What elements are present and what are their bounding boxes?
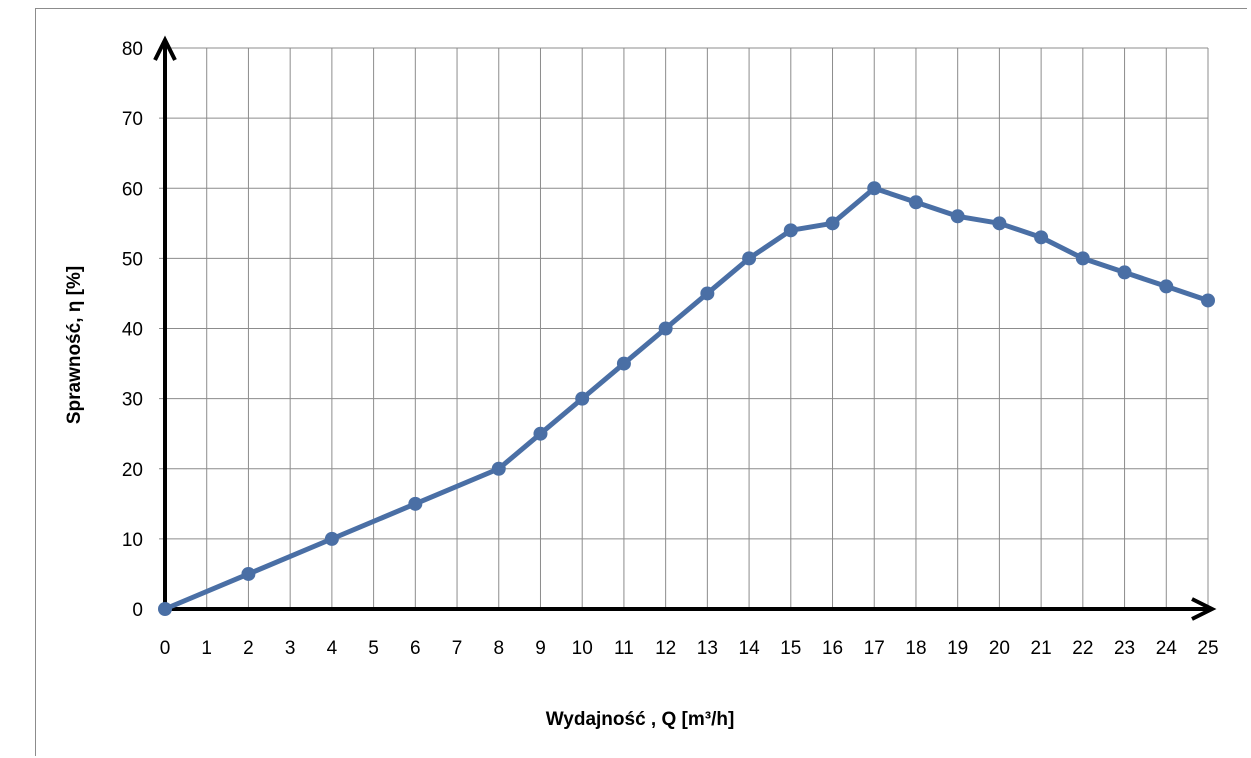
- x-tick-label: 17: [864, 638, 885, 659]
- x-tick-label: 13: [697, 638, 718, 659]
- y-tick-label: 40: [122, 320, 143, 341]
- y-tick-label: 60: [122, 179, 143, 200]
- data-point: [700, 286, 715, 301]
- x-tick-label: 22: [1072, 638, 1093, 659]
- data-point: [324, 531, 339, 546]
- grid: [159, 47, 1209, 610]
- data-point: [1034, 230, 1049, 245]
- x-tick-label: 2: [243, 638, 254, 659]
- chart-frame: [35, 8, 1247, 756]
- x-tick-label: 15: [780, 638, 801, 659]
- y-tick-label: 10: [122, 530, 143, 551]
- x-tick-label: 6: [410, 638, 421, 659]
- series-group: [158, 181, 1215, 616]
- x-tick-label: 18: [905, 638, 926, 659]
- data-point: [491, 461, 506, 476]
- x-axis-title: Wydajność , Q [m³/h]: [546, 709, 735, 730]
- y-tick-label: 80: [122, 39, 143, 60]
- data-point: [408, 496, 423, 511]
- data-point: [908, 195, 923, 210]
- data-point: [950, 209, 965, 224]
- series-line: [162, 185, 1211, 612]
- x-tick-label: 10: [572, 638, 593, 659]
- data-point: [575, 391, 590, 406]
- x-tick-label: 9: [535, 638, 546, 659]
- x-tick-label: 8: [493, 638, 504, 659]
- y-tick-label: 30: [122, 390, 143, 411]
- x-tick-label: 14: [739, 638, 761, 659]
- data-point: [742, 251, 757, 266]
- x-tick-label: 24: [1156, 638, 1178, 659]
- y-axis-title: Sprawność, η [%]: [64, 266, 85, 424]
- data-point: [658, 321, 673, 336]
- y-tick-label: 0: [132, 600, 143, 621]
- data-point: [241, 566, 256, 581]
- x-tick-label: 25: [1197, 638, 1218, 659]
- x-tick-label: 3: [285, 638, 296, 659]
- data-point: [533, 426, 548, 441]
- data-point: [1117, 265, 1132, 280]
- x-tick-label: 5: [368, 638, 379, 659]
- x-tick-label: 0: [160, 638, 171, 659]
- x-tick-label: 12: [655, 638, 676, 659]
- data-point: [825, 216, 840, 231]
- data-point: [1159, 279, 1174, 294]
- data-point: [616, 356, 631, 371]
- x-tick-label: 23: [1114, 638, 1135, 659]
- y-axis-arrow: [153, 35, 177, 61]
- data-point: [158, 602, 172, 616]
- axes: [153, 35, 1217, 621]
- x-tick-label: 20: [989, 638, 1010, 659]
- data-point: [992, 216, 1007, 231]
- data-point: [867, 181, 882, 196]
- x-axis-ticks: 0 1 2 3 4 5 6 7 8 9 10 11 12 13 14 15 16 17 18 19 20 21 22 23 24…: [160, 638, 1219, 659]
- x-tick-label: 7: [452, 638, 463, 659]
- x-tick-label: 16: [822, 638, 843, 659]
- y-tick-label: 20: [122, 460, 143, 481]
- data-point: [1201, 293, 1215, 308]
- x-tick-label: 1: [201, 638, 212, 659]
- y-tick-label: 70: [122, 109, 143, 130]
- x-tick-label: 11: [614, 638, 634, 659]
- y-tick-label: 50: [122, 249, 143, 270]
- data-point: [1075, 251, 1090, 266]
- x-tick-label: 21: [1031, 638, 1052, 659]
- x-axis-arrow: [1191, 597, 1217, 621]
- y-axis-ticks: 0 10 20 30 40 50 60 70 80: [122, 39, 143, 621]
- x-tick-label: 19: [947, 638, 968, 659]
- data-point: [783, 223, 798, 238]
- x-tick-label: 4: [327, 638, 338, 659]
